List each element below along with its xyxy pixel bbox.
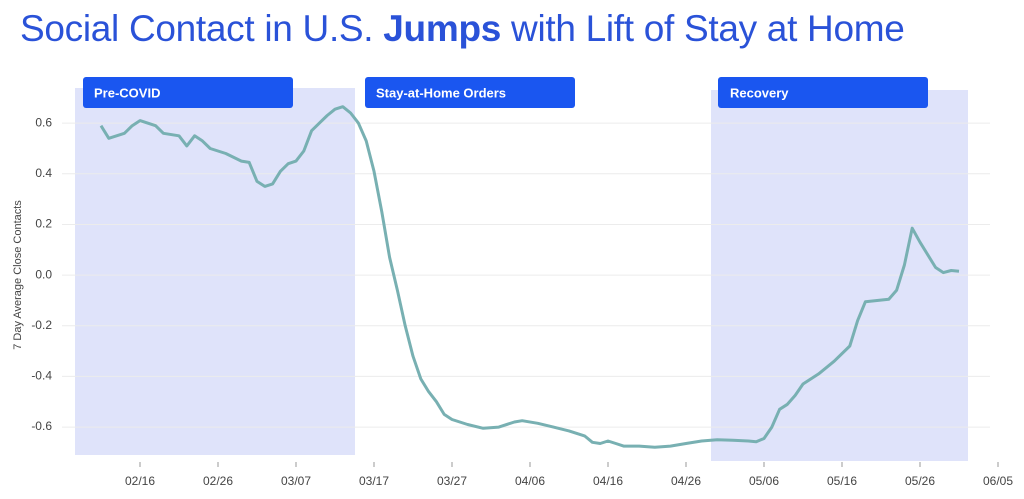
period-box <box>718 77 928 108</box>
period-box <box>365 77 575 108</box>
period-shade <box>75 88 355 455</box>
x-tick-label: 05/06 <box>749 474 779 488</box>
data-line <box>99 105 960 449</box>
y-tick-label: 0.6 <box>35 115 52 129</box>
period-label: Recovery <box>730 85 789 100</box>
y-tick-label: -0.4 <box>31 369 52 383</box>
x-tick-label: 04/16 <box>593 474 623 488</box>
y-axis-label: 7 Day Average Close Contacts <box>12 200 24 350</box>
y-tick-label: -0.2 <box>31 318 52 332</box>
x-tick-label: 02/26 <box>203 474 233 488</box>
title-part: Social Contact in U.S. <box>20 8 374 49</box>
period-label: Stay-at-Home Orders <box>376 85 506 100</box>
title-part: with Lift of Stay at Home <box>511 8 905 49</box>
chart-title: Social Contact in U.S. Jumps with Lift o… <box>20 8 905 50</box>
period-label: Pre-COVID <box>94 85 160 100</box>
x-tick-label: 02/16 <box>125 474 155 488</box>
x-tick-label: 06/05 <box>983 474 1013 488</box>
y-tick-label: -0.6 <box>31 419 52 433</box>
period-box <box>83 77 293 108</box>
x-tick-label: 04/06 <box>515 474 545 488</box>
y-tick-label: 0.0 <box>35 267 52 281</box>
x-tick-label: 03/17 <box>359 474 389 488</box>
x-tick-label: 04/26 <box>671 474 701 488</box>
x-tick-label: 05/26 <box>905 474 935 488</box>
x-tick-label: 05/16 <box>827 474 857 488</box>
y-tick-label: 0.4 <box>35 166 52 180</box>
y-tick-label: 0.2 <box>35 217 52 231</box>
x-tick-label: 03/07 <box>281 474 311 488</box>
x-tick-label: 03/27 <box>437 474 467 488</box>
title-emphasis: Jumps <box>383 8 502 49</box>
